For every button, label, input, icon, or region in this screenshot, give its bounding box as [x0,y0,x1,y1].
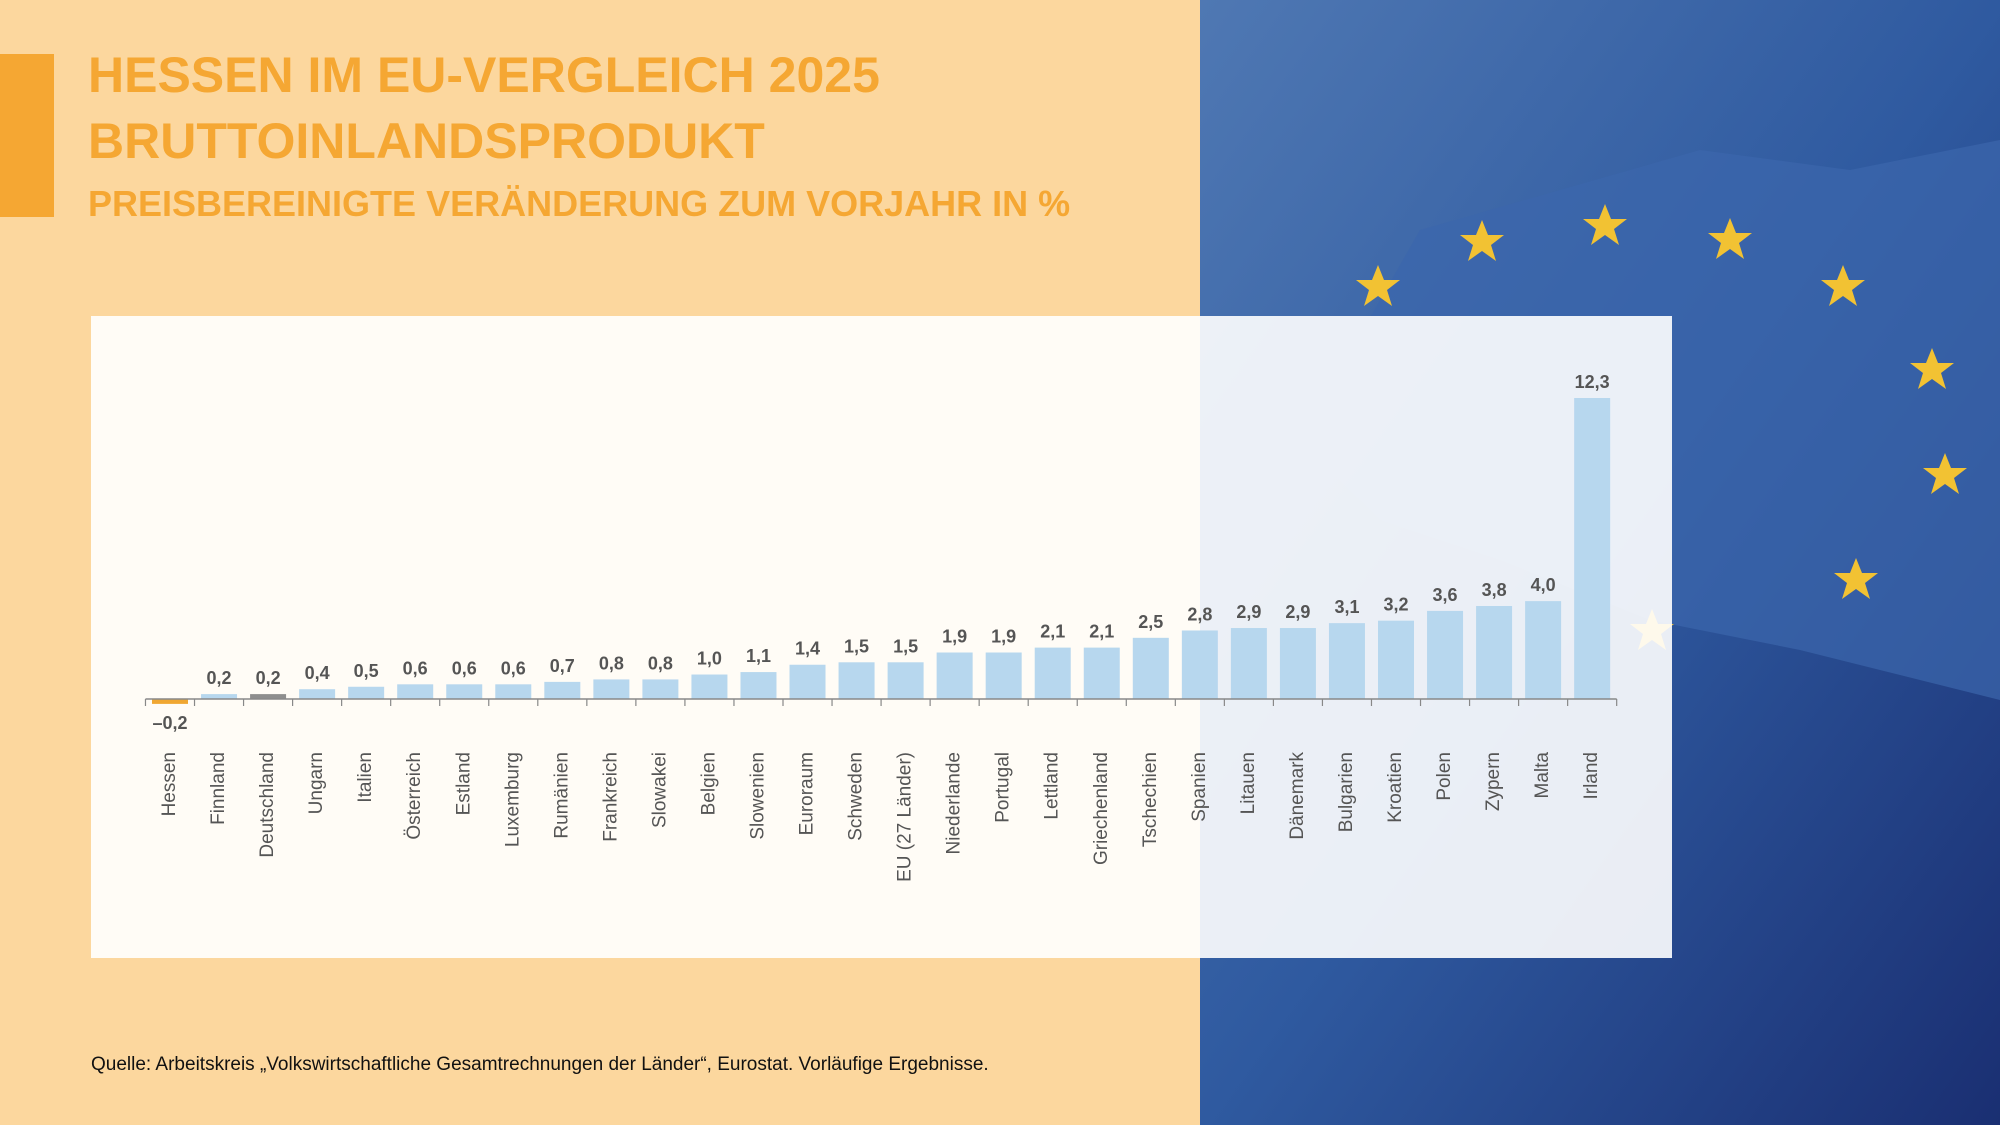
value-label: 1,4 [795,639,820,659]
x-tick-label: Finnland [208,752,229,825]
x-tick-label: Hessen [159,752,180,816]
value-label: 0,4 [305,663,330,683]
bar [936,652,973,699]
bar [152,699,188,704]
value-label: 1,5 [844,636,869,656]
value-label: 2,9 [1285,602,1310,622]
bar [446,684,483,699]
x-tick-label: Italien [355,752,376,803]
bar [789,664,826,699]
bar [397,684,434,699]
title: HESSEN IM EU-VERGLEICH 2025 [88,47,880,103]
x-tick-label: Griechenland [1091,752,1112,865]
x-tick-label: Portugal [993,752,1014,823]
x-tick-label: Schweden [846,752,867,841]
bar [1230,628,1267,699]
value-label: 3,1 [1334,597,1359,617]
plot-panel [91,316,1200,958]
description: PREISBEREINIGTE VERÄNDERUNG ZUM VORJAHR … [88,183,1070,224]
bar [1181,630,1218,699]
bar [1279,628,1316,699]
x-tick-label: Irland [1581,752,1602,800]
value-label: 3,6 [1433,585,1458,605]
x-tick-label: Polen [1434,752,1455,801]
bar [691,674,728,699]
value-label: 0,8 [648,653,673,673]
x-tick-label: Malta [1532,752,1553,799]
bar [201,694,238,699]
value-label: 2,8 [1187,604,1212,624]
value-label: 1,9 [991,627,1016,647]
x-tick-label: Belgien [698,752,719,815]
bar [1476,606,1513,699]
bar [544,681,581,699]
subtitle: BRUTTOINLANDSPRODUKT [88,113,765,169]
value-label: 4,0 [1531,575,1556,595]
bar [887,662,924,699]
x-tick-label: Niederlande [944,752,965,854]
x-tick-label: EU (27 Länder) [895,752,916,882]
x-tick-label: Luxemburg [502,752,523,847]
bar [740,672,777,699]
value-label: 1,9 [942,627,967,647]
x-tick-label: Frankreich [600,752,621,842]
bar [1083,647,1120,699]
bar [1525,601,1562,699]
value-label: 0,6 [452,658,477,678]
x-tick-label: Spanien [1189,752,1210,822]
value-label: 0,6 [403,658,428,678]
source: Quelle: Arbeitskreis „Volkswirtschaftlic… [91,1054,989,1075]
bar [838,662,875,699]
value-label: –0,2 [152,713,187,733]
value-label: 2,9 [1236,602,1261,622]
x-tick-label: Lettland [1042,752,1063,820]
value-label: 2,5 [1138,612,1163,632]
x-tick-label: Slowenien [747,752,768,840]
bar [1427,610,1464,699]
bar [299,689,336,699]
bar [348,686,385,699]
value-label: 0,8 [599,653,624,673]
value-label: 0,6 [501,658,526,678]
value-label: 2,1 [1089,622,1114,642]
x-tick-label: Estland [453,752,474,815]
value-label: 1,1 [746,646,771,666]
x-tick-label: Bulgarien [1336,752,1357,832]
x-tick-label: Zypern [1483,752,1504,811]
bar [593,679,630,699]
x-tick-label: Ungarn [306,752,327,814]
bar [1034,647,1071,699]
bar [1328,623,1365,699]
x-tick-label: Deutschland [257,752,278,858]
x-tick-label: Rumänien [551,752,572,839]
bar [642,679,679,699]
value-label: 2,1 [1040,622,1065,642]
value-label: 0,2 [207,668,232,688]
x-tick-label: Tschechien [1140,752,1161,847]
x-tick-label: Euroraum [797,752,818,835]
x-tick-label: Litauen [1238,752,1259,814]
value-label: 3,8 [1482,580,1507,600]
bar [1132,637,1169,699]
x-tick-label: Dänemark [1287,752,1308,840]
value-label: 1,0 [697,649,722,669]
bar [985,652,1022,699]
x-tick-label: Österreich [404,752,425,840]
x-tick-label: Kroatien [1385,752,1406,823]
value-label: 3,2 [1383,595,1408,615]
value-label: 0,5 [354,661,379,681]
value-label: 0,7 [550,656,575,676]
bar [250,694,287,699]
accent-bar [0,54,54,217]
bar [1378,620,1414,699]
x-tick-label: Slowakei [649,752,670,828]
value-label: 1,5 [893,636,918,656]
bar [1574,398,1611,699]
bar [495,684,532,699]
value-label: 0,2 [256,668,281,688]
value-label: 12,3 [1575,372,1610,392]
